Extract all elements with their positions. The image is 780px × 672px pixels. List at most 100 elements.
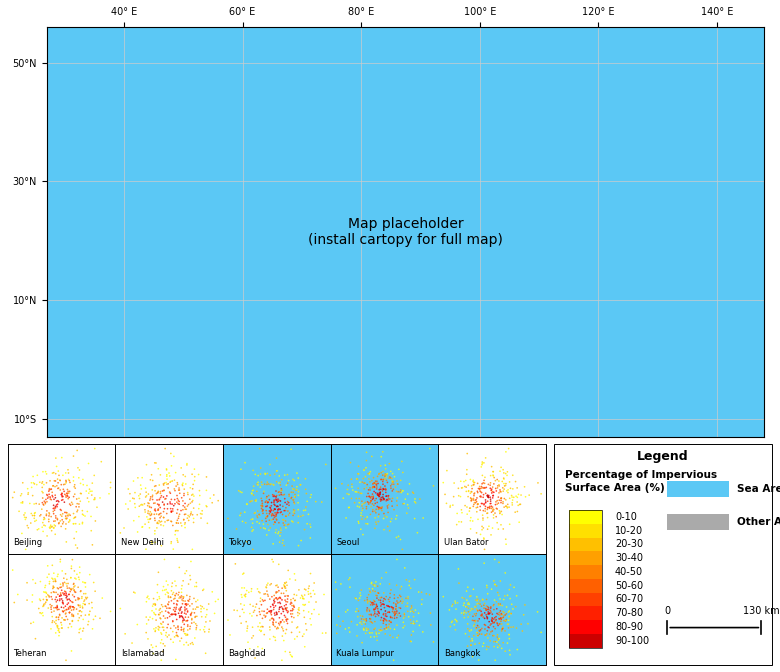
Point — [298, 612, 310, 623]
Point — [363, 628, 376, 638]
Point — [258, 629, 271, 640]
Point — [260, 611, 272, 622]
Point — [172, 587, 185, 598]
Point — [78, 595, 90, 605]
Point — [54, 475, 66, 486]
Point — [486, 488, 498, 499]
Point — [241, 626, 254, 636]
Point — [281, 605, 293, 616]
Point — [398, 498, 410, 509]
Point — [147, 599, 160, 610]
Point — [362, 468, 374, 479]
Point — [477, 595, 489, 605]
Point — [370, 517, 382, 528]
Point — [284, 599, 296, 610]
Point — [498, 626, 511, 636]
Point — [380, 495, 392, 506]
Point — [43, 591, 55, 602]
Point — [81, 480, 94, 491]
Point — [488, 617, 500, 628]
Point — [275, 618, 287, 628]
Point — [44, 523, 56, 534]
Point — [16, 528, 28, 539]
Point — [160, 477, 172, 488]
Point — [50, 597, 62, 607]
Point — [246, 485, 259, 496]
Point — [361, 519, 374, 530]
Point — [417, 626, 429, 637]
Point — [119, 499, 132, 509]
Point — [165, 448, 177, 459]
Point — [72, 593, 84, 603]
Point — [264, 478, 277, 489]
Point — [471, 630, 484, 641]
Point — [497, 482, 509, 493]
Point — [43, 514, 55, 525]
Point — [437, 591, 449, 602]
Point — [372, 490, 385, 501]
Text: 10-20: 10-20 — [615, 526, 643, 536]
Point — [271, 597, 284, 608]
Point — [147, 601, 159, 612]
Point — [171, 493, 183, 504]
Point — [358, 623, 370, 634]
Point — [485, 615, 498, 626]
Point — [49, 515, 62, 526]
Point — [475, 483, 488, 494]
Point — [197, 585, 209, 595]
Point — [155, 516, 168, 527]
Point — [124, 496, 136, 507]
Point — [409, 513, 421, 524]
Point — [63, 594, 76, 605]
Point — [152, 567, 165, 578]
Point — [181, 590, 193, 601]
Point — [61, 583, 73, 593]
Point — [70, 603, 83, 614]
Point — [399, 601, 412, 612]
Point — [488, 504, 500, 515]
Point — [178, 488, 190, 499]
Point — [267, 538, 279, 549]
Point — [153, 480, 165, 491]
Point — [356, 513, 368, 524]
Point — [349, 497, 361, 508]
Point — [385, 601, 398, 612]
Point — [452, 483, 465, 494]
Point — [352, 516, 364, 527]
Point — [143, 509, 155, 519]
Point — [81, 493, 94, 503]
Point — [173, 509, 186, 519]
Point — [360, 606, 373, 617]
Point — [67, 601, 80, 612]
Point — [470, 507, 483, 517]
Point — [62, 603, 75, 614]
Point — [165, 460, 178, 471]
Point — [63, 515, 76, 526]
Point — [368, 478, 381, 489]
Point — [471, 605, 484, 616]
Point — [105, 606, 117, 617]
Point — [165, 592, 177, 603]
Point — [364, 497, 377, 508]
Point — [73, 501, 85, 512]
Point — [51, 513, 64, 524]
Point — [168, 632, 181, 642]
Point — [383, 473, 395, 484]
Point — [76, 474, 89, 485]
Point — [280, 577, 292, 587]
Point — [495, 613, 507, 624]
Point — [344, 457, 356, 468]
Point — [172, 518, 185, 529]
Point — [495, 493, 507, 503]
Point — [243, 608, 256, 619]
Bar — [569, 579, 602, 593]
Point — [380, 620, 392, 630]
Point — [48, 617, 61, 628]
Point — [407, 618, 420, 629]
Point — [256, 515, 268, 526]
Point — [168, 576, 181, 587]
Point — [384, 494, 396, 505]
Point — [381, 521, 394, 532]
Point — [303, 583, 315, 594]
Point — [158, 554, 171, 564]
